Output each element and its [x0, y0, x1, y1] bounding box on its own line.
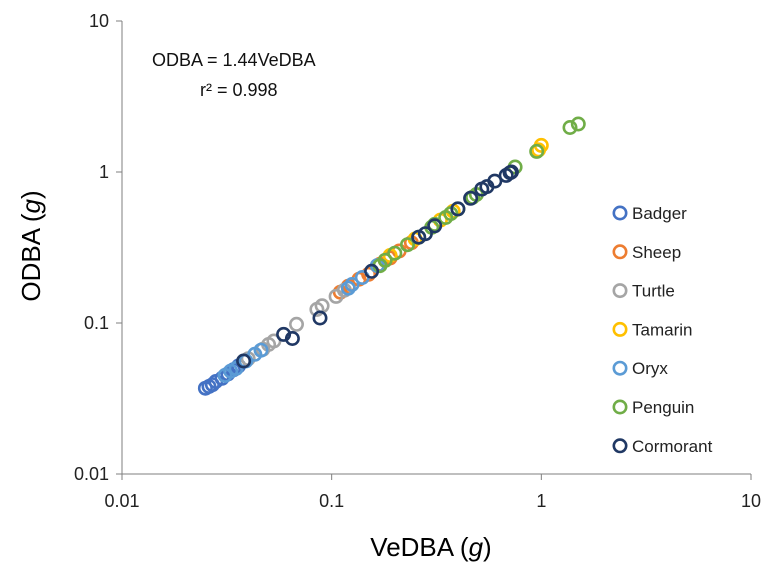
data-point-cormorant — [427, 218, 443, 234]
y-tick-label: 10 — [89, 11, 109, 31]
y-axis-ticks: 0.01 0.1 1 10 — [74, 11, 122, 484]
legend-label-turtle: Turtle — [632, 282, 675, 301]
x-axis-title-unit: g — [469, 532, 484, 562]
legend: Badger Sheep Turtle Tamarin Oryx Penguin Cormo… — [612, 204, 713, 456]
data-point-cormorant — [276, 326, 292, 342]
x-tick-label: 0.1 — [319, 491, 344, 511]
x-axis-title-close: ) — [483, 532, 492, 562]
data-point-oryx — [253, 342, 269, 358]
legend-label-tamarin: Tamarin — [632, 320, 692, 339]
legend-marker-penguin — [612, 399, 628, 415]
data-point-cormorant — [503, 164, 519, 180]
legend-marker-turtle — [612, 283, 628, 299]
data-point-oryx — [340, 280, 356, 296]
y-tick-label: 0.1 — [84, 313, 109, 333]
legend-label-badger: Badger — [632, 204, 687, 223]
legend-label-oryx: Oryx — [632, 359, 668, 378]
y-tick-label: 0.01 — [74, 464, 109, 484]
data-point-penguin — [529, 143, 545, 159]
data-point-penguin — [570, 116, 586, 132]
data-point-cormorant — [312, 310, 328, 326]
legend-label-penguin: Penguin — [632, 398, 694, 417]
x-axis-title: VeDBA (g) — [370, 532, 491, 562]
y-axis-title-unit: g — [16, 199, 46, 214]
legend-marker-cormorant — [612, 438, 628, 454]
data-point-cormorant — [236, 353, 252, 369]
data-point-cormorant — [364, 263, 380, 279]
plot-area — [121, 21, 751, 475]
legend-label-sheep: Sheep — [632, 243, 681, 262]
data-point-turtle — [288, 316, 304, 332]
data-point-cormorant — [487, 173, 503, 189]
data-point-oryx — [344, 276, 360, 292]
legend-marker-tamarin — [612, 321, 628, 337]
data-point-cormorant — [463, 190, 479, 206]
data-points — [197, 116, 586, 396]
legend-marker-oryx — [612, 360, 628, 376]
x-axis-title-main: VeDBA ( — [370, 532, 469, 562]
equation-label: ODBA = 1.44VeDBA — [152, 50, 316, 70]
data-point-penguin — [387, 245, 403, 261]
y-tick-label: 1 — [99, 162, 109, 182]
x-axis-ticks: 0.01 0.1 1 10 — [104, 474, 761, 511]
x-tick-label: 0.01 — [104, 491, 139, 511]
y-axis-title-main: ODBA ( — [16, 213, 46, 301]
data-point-oryx — [228, 360, 244, 376]
regression-annotation: ODBA = 1.44VeDBA r² = 0.998 — [152, 50, 316, 100]
data-point-cormorant — [284, 330, 300, 346]
data-point-penguin — [377, 252, 393, 268]
data-point-cormorant — [450, 201, 466, 217]
r-squared-label: r² = 0.998 — [200, 80, 278, 100]
data-point-penguin — [399, 237, 415, 253]
data-point-penguin — [562, 120, 578, 136]
legend-marker-sheep — [612, 244, 628, 260]
y-axis-title-close: ) — [16, 190, 46, 199]
x-tick-label: 1 — [536, 491, 546, 511]
x-tick-label: 10 — [741, 491, 761, 511]
data-point-cormorant — [417, 226, 433, 242]
y-axis-title: ODBA (g) — [16, 190, 46, 301]
legend-label-cormorant: Cormorant — [632, 437, 713, 456]
legend-marker-badger — [612, 205, 628, 221]
